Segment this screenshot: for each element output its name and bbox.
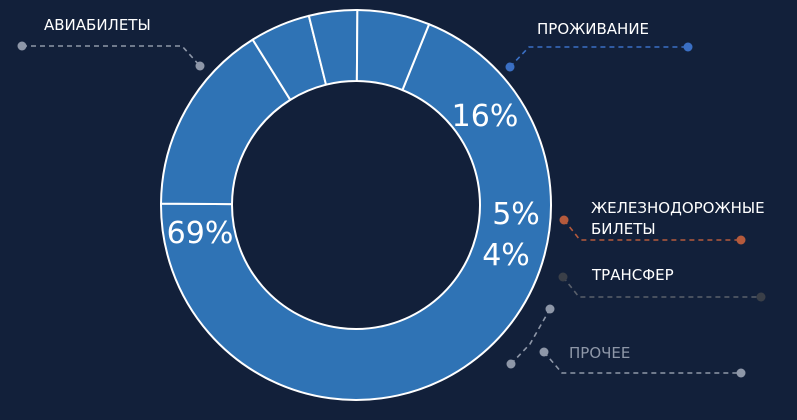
leader-other-a	[510, 308, 551, 365]
leader-other-b	[543, 351, 741, 374]
leader-hotel	[509, 46, 688, 68]
dot-transfer-start	[558, 272, 568, 282]
dot-rail-end	[736, 235, 746, 245]
dot-other-a-end	[545, 304, 555, 314]
dot-other-b-end	[736, 368, 746, 378]
dot-rail-start	[559, 215, 569, 225]
slice-other	[355, 9, 431, 92]
dot-other-b-start	[539, 347, 549, 357]
donut-slices	[160, 9, 552, 401]
label-hotel: ПРОЖИВАНИЕ	[537, 20, 649, 38]
label-other: ПРОЧЕЕ	[569, 344, 630, 362]
value-label-rail: 5%	[492, 197, 540, 232]
dot-air-end	[17, 41, 27, 51]
dot-transfer-end	[756, 292, 766, 302]
dot-hotel-start	[505, 62, 515, 72]
label-air: АВИАБИЛЕТЫ	[44, 16, 151, 34]
label-rail-line2: БИЛЕТЫ	[591, 220, 656, 238]
label-transfer: ТРАНСФЕР	[591, 266, 674, 284]
dot-other-a-start	[506, 359, 516, 369]
value-label-hotel: 16%	[452, 99, 519, 134]
dot-air-start	[195, 61, 205, 71]
dot-hotel-end	[683, 42, 693, 52]
value-label-transfer: 4%	[482, 238, 530, 273]
leader-air	[22, 45, 201, 67]
leader-transfer	[562, 276, 761, 298]
label-rail-line1: ЖЕЛЕЗНОДОРОЖНЫЕ	[591, 199, 765, 217]
value-label-air: 69%	[167, 216, 234, 251]
slice-air	[160, 23, 552, 401]
